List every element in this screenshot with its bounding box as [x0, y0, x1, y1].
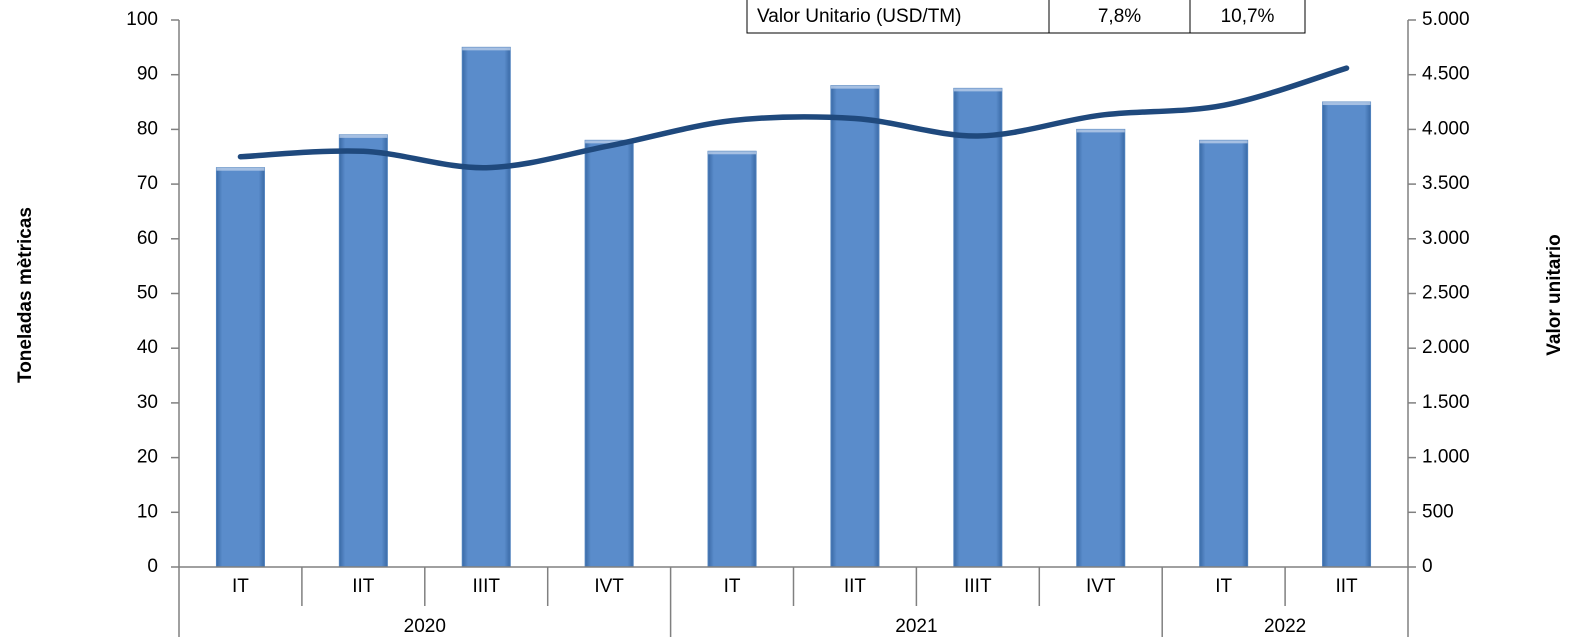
- x-tick-label: IVT: [594, 576, 624, 597]
- bar: [953, 87, 1003, 568]
- bar-top: [1322, 102, 1371, 106]
- bar-top: [1076, 129, 1125, 133]
- x-tick-label: IT: [1215, 576, 1232, 597]
- y-tick-label: 50: [137, 283, 158, 304]
- table-cell: 7,8%: [1098, 6, 1141, 27]
- bar-top: [953, 88, 1002, 92]
- y-tick-label: 70: [137, 173, 158, 194]
- y2-tick-label: 3.500: [1422, 173, 1470, 194]
- bar: [215, 167, 265, 568]
- bar-top: [708, 151, 757, 155]
- y-tick-label: 60: [137, 228, 158, 249]
- y-tick-label: 90: [137, 64, 158, 85]
- y2-tick-label: 1.500: [1422, 392, 1470, 413]
- y2-tick-label: 2.500: [1422, 283, 1470, 304]
- y2-tick-label: 3.000: [1422, 228, 1470, 249]
- table-cell: Valor Unitario (USD/TM): [757, 6, 961, 27]
- x-tick-label: IVT: [1086, 576, 1116, 597]
- x-tick-label: IT: [724, 576, 741, 597]
- bar-top: [1199, 140, 1248, 144]
- y-axis-title: Toneladas mètricas: [15, 207, 36, 383]
- y2-tick-label: 500: [1422, 501, 1454, 522]
- bar: [1199, 139, 1249, 568]
- y-tick-label: 80: [137, 118, 158, 139]
- y2-axis-title: Valor unitario: [1544, 234, 1565, 355]
- bar-top: [462, 47, 511, 51]
- y-tick-label: 0: [147, 556, 158, 577]
- y2-tick-label: 4.500: [1422, 64, 1470, 85]
- bar-top: [339, 134, 388, 138]
- y-tick-label: 40: [137, 337, 158, 358]
- y2-tick-label: 2.000: [1422, 337, 1470, 358]
- table-cell: 10,7%: [1221, 6, 1275, 27]
- bar: [830, 85, 880, 568]
- x-tick-label: IIIT: [964, 576, 992, 597]
- y-tick-label: 30: [137, 392, 158, 413]
- line-series: [237, 65, 1350, 171]
- x-tick-label: IIIT: [473, 576, 501, 597]
- y-tick-label: 10: [137, 501, 158, 522]
- x-group-label: 2021: [895, 616, 937, 637]
- bar-top: [216, 167, 265, 171]
- bar: [1322, 101, 1372, 568]
- bar: [1076, 128, 1126, 568]
- x-group-label: 2020: [404, 616, 446, 637]
- bar: [461, 46, 511, 568]
- y2-tick-label: 1.000: [1422, 447, 1470, 468]
- y2-tick-label: 0: [1422, 556, 1433, 577]
- x-tick-label: IIT: [352, 576, 375, 597]
- x-tick-label: IIT: [844, 576, 867, 597]
- bar: [338, 134, 388, 568]
- x-group-label: 2022: [1264, 616, 1306, 637]
- bar: [707, 150, 757, 568]
- y2-tick-label: 4.000: [1422, 118, 1470, 139]
- y2-tick-label: 5.000: [1422, 9, 1470, 30]
- bar: [584, 139, 634, 568]
- bar-top: [585, 140, 634, 144]
- y-tick-label: 20: [137, 447, 158, 468]
- bar-top: [830, 85, 879, 89]
- x-tick-label: IIT: [1335, 576, 1358, 597]
- y-tick-label: 100: [126, 9, 158, 30]
- table-bg: [746, 0, 1306, 34]
- x-tick-label: IT: [232, 576, 249, 597]
